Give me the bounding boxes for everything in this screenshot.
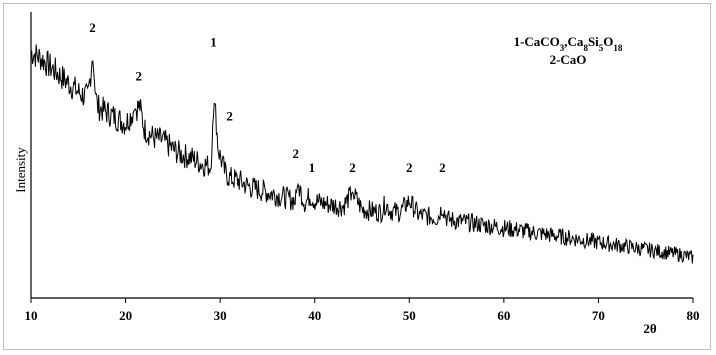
- x-tick-label-40: 40: [308, 308, 321, 323]
- x-tick-label-20: 20: [119, 308, 132, 323]
- x-tick-label-10: 10: [25, 308, 38, 323]
- peak-label-3: 2: [226, 109, 233, 124]
- peak-label-5: 1: [309, 160, 316, 175]
- x-tick-label-50: 50: [403, 308, 416, 323]
- y-axis-title: Intensity: [13, 147, 28, 193]
- peak-label-7: 2: [406, 160, 413, 175]
- peak-label-2: 1: [210, 34, 217, 49]
- x-tick-label-70: 70: [592, 308, 605, 323]
- peak-label-4: 2: [293, 146, 300, 161]
- xrd-pattern-line: [30, 44, 694, 264]
- peak-label-8: 2: [439, 160, 446, 175]
- x-axis-title: 2θ: [643, 321, 657, 336]
- peak-label-0: 2: [89, 20, 96, 35]
- x-tick-label-30: 30: [214, 308, 227, 323]
- legend-line-2: 2-CaO: [550, 52, 587, 67]
- x-tick-label-60: 60: [497, 308, 510, 323]
- peak-label-6: 2: [349, 160, 356, 175]
- peak-label-1: 2: [136, 69, 143, 84]
- chart-frame: [3, 3, 711, 350]
- x-tick-label-80: 80: [687, 308, 700, 323]
- legend-line-1: 1-CaCO3,Ca8Si5O18: [514, 34, 623, 53]
